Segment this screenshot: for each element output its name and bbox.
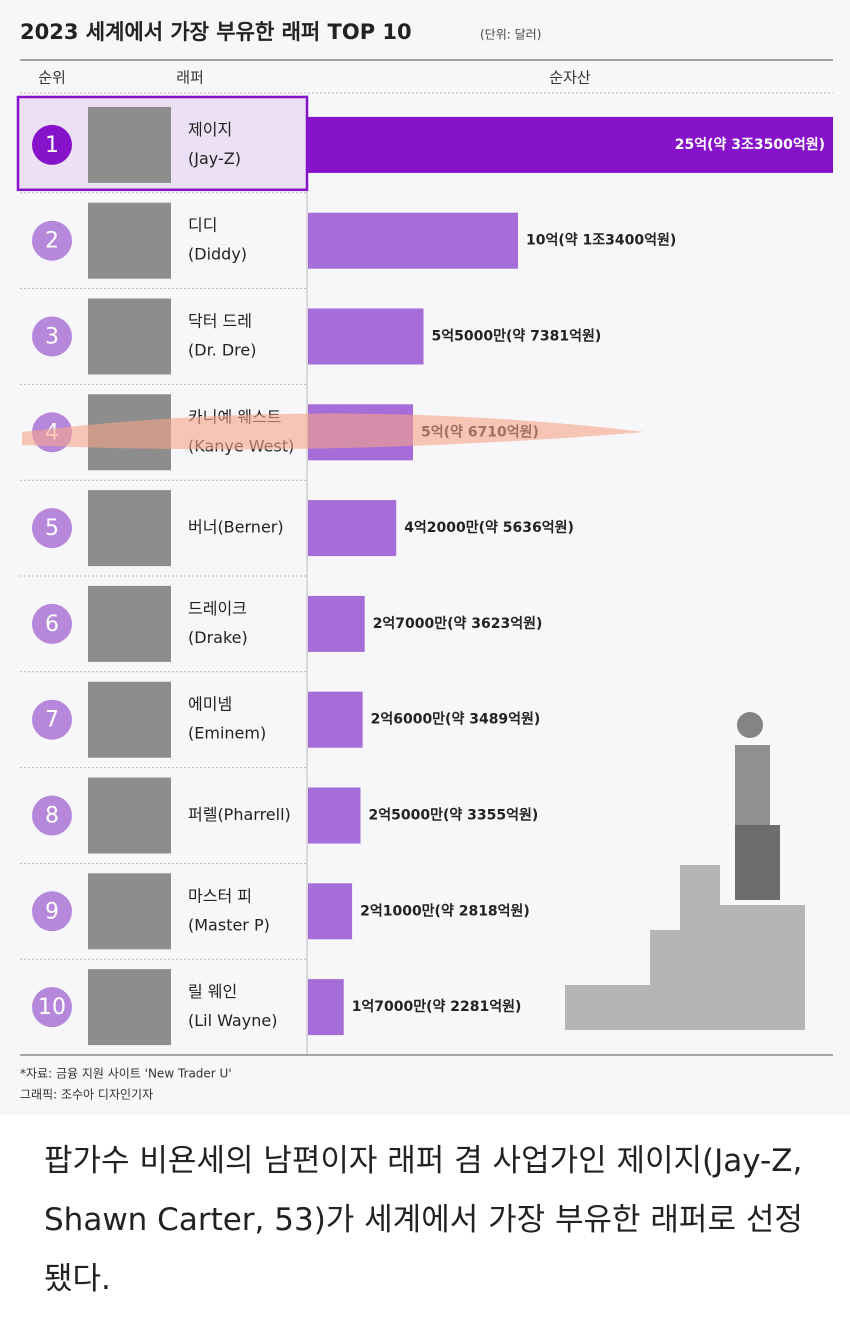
rapper-name: (Eminem) (188, 724, 266, 743)
value-label: 2억7000만(약 3623억원) (373, 615, 543, 632)
money-stack (650, 930, 720, 1030)
value-label: 25억(약 3조3500억원) (675, 136, 825, 153)
rapper-name: (Diddy) (188, 245, 247, 264)
rapper-name: (Lil Wayne) (188, 1011, 277, 1030)
rank-badge (32, 220, 72, 261)
photo (88, 202, 171, 279)
money-stack (565, 985, 655, 1030)
money-stack (680, 865, 720, 935)
bar (308, 212, 518, 269)
bar (308, 500, 397, 557)
rank-number: 10 (38, 995, 66, 1020)
column-header: 순위 (38, 69, 66, 87)
value-label: 4억2000만(약 5636억원) (404, 519, 574, 536)
bar (308, 595, 365, 652)
money-stack (720, 905, 805, 1030)
rank-badge (32, 508, 72, 549)
value-label: 10억(약 1조3400억원) (526, 232, 676, 249)
rapper-name: 퍼렐(Pharrell) (188, 805, 291, 824)
chart-title: 2023 세계에서 가장 부유한 래퍼 TOP 10 (20, 20, 412, 44)
value-label: 5억5000만(약 7381억원) (432, 328, 602, 345)
rank-badge (32, 795, 72, 836)
bar (308, 787, 361, 844)
rank-number: 5 (45, 516, 59, 541)
bar (308, 691, 363, 748)
bar (308, 308, 424, 365)
rank-badge (32, 603, 72, 644)
unit-label: (단위: 달러) (480, 28, 541, 42)
rapper-name: 디디 (188, 216, 217, 235)
chart: 2023 세계에서 가장 부유한 래퍼 TOP 10 *자료: 금융 지원 사이… (16, 20, 833, 1102)
rapper-name: 드레이크 (188, 599, 247, 618)
photo (88, 873, 171, 950)
column-header: 순자산 (549, 69, 591, 87)
photo (88, 585, 171, 662)
rank-number: 3 (45, 325, 59, 350)
value-label: 2억6000만(약 3489억원) (371, 711, 541, 728)
value-label: 1억7000만(약 2281억원) (352, 998, 522, 1015)
photo (88, 681, 171, 758)
rank-number: 1 (45, 133, 59, 158)
rapper-name: (Dr. Dre) (188, 341, 256, 360)
rank-number: 7 (45, 708, 59, 733)
rank-badge (32, 891, 72, 932)
rank-number: 8 (45, 804, 59, 829)
rank-number: 2 (45, 229, 59, 254)
rapper-name: (Master P) (188, 915, 270, 934)
highlight-stroke (22, 413, 645, 450)
rapper-name: 릴 웨인 (188, 982, 237, 1001)
photo (88, 777, 171, 854)
photo (88, 969, 171, 1046)
rank-badge (32, 316, 72, 357)
caption: 팝가수 비욘세의 남편이자 래퍼 겸 사업가인 제이지(Jay-Z, Shawn… (44, 1143, 803, 1297)
rapper-name: 마스터 피 (188, 886, 252, 905)
credit: 그래픽: 조수아 디자인기자 (20, 1088, 153, 1102)
rapper-name: 제이지 (188, 120, 232, 139)
rapper-name: 에미넴 (188, 695, 232, 714)
source: *자료: 금융 지원 사이트 'New Trader U' (20, 1067, 232, 1081)
rapper-name: 버너(Berner) (188, 518, 284, 537)
bar (308, 116, 833, 173)
rank-badge (32, 124, 72, 165)
rank-number: 9 (45, 899, 59, 924)
bar (308, 883, 353, 940)
column-header: 래퍼 (176, 69, 204, 87)
rapper-name: 닥터 드레 (188, 312, 252, 331)
bar (308, 979, 344, 1036)
figure-body (735, 745, 770, 825)
figure-head (737, 712, 763, 738)
rank-badge (32, 987, 72, 1028)
figure-legs (735, 825, 780, 900)
photo (88, 298, 171, 375)
rank-badge (32, 699, 72, 740)
illustration (565, 712, 805, 1030)
rank-number: 6 (45, 612, 59, 637)
value-label: 2억5000만(약 3355억원) (369, 807, 539, 824)
photo (88, 490, 171, 567)
value-label: 2억1000만(약 2818억원) (360, 902, 530, 919)
rapper-name: (Drake) (188, 628, 248, 647)
photo (88, 106, 171, 183)
rapper-name: (Jay-Z) (188, 149, 241, 168)
